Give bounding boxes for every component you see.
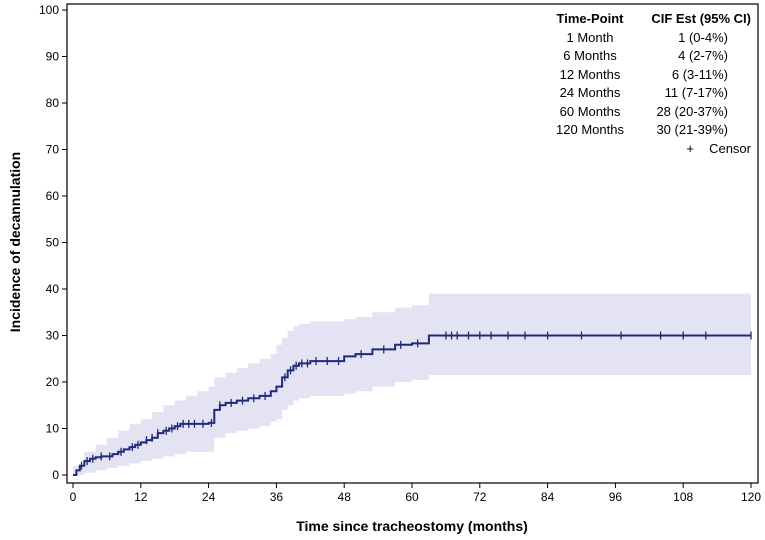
y-tick-label: 100 <box>39 3 59 17</box>
table-row-timepoint: 60 Months <box>560 104 621 119</box>
legend-censor-label: Censor <box>709 141 752 156</box>
x-tick-label: 108 <box>673 490 693 504</box>
y-tick-label: 0 <box>52 468 59 482</box>
y-axis-title: Incidence of decannulation <box>7 152 23 332</box>
y-tick-label: 40 <box>46 282 60 296</box>
y-tick-label: 10 <box>46 422 60 436</box>
table-row-estimate: 30 (21-39%) <box>656 122 728 137</box>
legend-censor-symbol: + <box>686 141 694 156</box>
table-header-timepoint: Time-Point <box>557 11 625 26</box>
x-tick-label: 120 <box>741 490 761 504</box>
x-tick-label: 60 <box>405 490 419 504</box>
x-tick-label: 36 <box>270 490 284 504</box>
estimates-table: Time-Point CIF Est (95% CI) 1 Month 1 (0… <box>556 11 752 156</box>
table-row-timepoint: 120 Months <box>556 122 624 137</box>
censor-marks-layer <box>80 331 752 470</box>
confidence-band <box>73 293 751 475</box>
table-row-timepoint: 1 Month <box>567 30 614 45</box>
table-row-estimate: 4 (2-7%) <box>678 48 728 63</box>
x-tick-label: 0 <box>70 490 77 504</box>
axes-layer <box>62 3 759 488</box>
x-tick-label: 96 <box>609 490 623 504</box>
x-tick-label: 84 <box>541 490 555 504</box>
table-row-estimate: 6 (3-11%) <box>672 67 728 82</box>
x-tick-label: 48 <box>338 490 352 504</box>
y-tick-label: 90 <box>46 50 60 64</box>
table-row-timepoint: 24 Months <box>560 85 621 100</box>
table-row-estimate: 28 (20-37%) <box>656 104 728 119</box>
y-tick-label: 80 <box>46 96 60 110</box>
y-tick-label: 20 <box>46 375 60 389</box>
confidence-band-layer <box>73 293 751 475</box>
cif-line-layer <box>73 334 751 476</box>
tick-labels-layer: 0 12 24 36 48 60 72 84 96 108 120 0 10 20 30 40 50 60 70 80… <box>39 3 761 504</box>
y-tick-label: 30 <box>46 329 60 343</box>
table-row-timepoint: 6 Months <box>563 48 617 63</box>
y-tick-label: 50 <box>46 236 60 250</box>
table-row-estimate: 11 (7-17%) <box>665 85 728 100</box>
x-tick-label: 12 <box>134 490 148 504</box>
y-tick-label: 70 <box>46 143 60 157</box>
y-tick-label: 60 <box>46 189 60 203</box>
table-row-estimate: 1 (0-4%) <box>678 30 728 45</box>
x-axis-title: Time since tracheostomy (months) <box>296 518 528 534</box>
x-tick-label: 72 <box>473 490 487 504</box>
table-header-cif: CIF Est (95% CI) <box>651 11 751 26</box>
table-row-timepoint: 12 Months <box>560 67 621 82</box>
cif-step-line <box>73 334 751 476</box>
x-tick-label: 24 <box>202 490 216 504</box>
